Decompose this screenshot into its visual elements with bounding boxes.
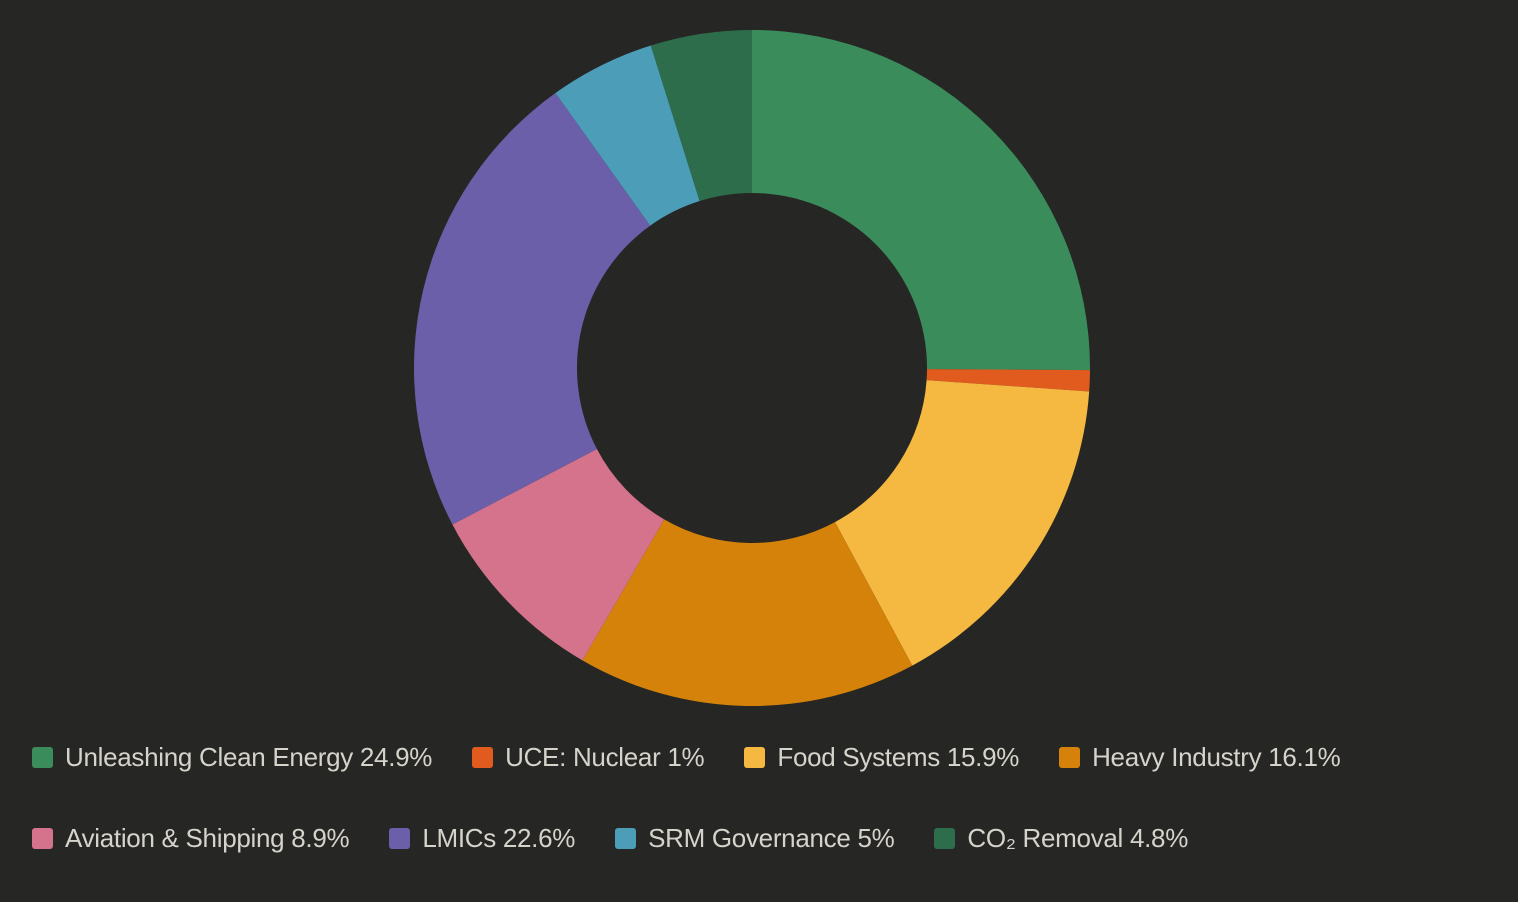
donut-slice-uce-nuclear[interactable] bbox=[926, 369, 1090, 392]
legend-swatch bbox=[32, 827, 53, 849]
legend-swatch bbox=[615, 827, 637, 849]
legend-row: Aviation & Shipping 8.9% LMICs 22.6% SRM… bbox=[32, 821, 1492, 855]
legend-item-nuclear[interactable]: UCE: Nuclear 1% bbox=[472, 741, 705, 773]
legend-swatch bbox=[934, 827, 956, 849]
legend-label: UCE: Nuclear 1% bbox=[505, 741, 705, 772]
legend-item-aviation-shipping[interactable]: Aviation & Shipping 8.9% bbox=[32, 822, 350, 854]
legend-swatch bbox=[389, 827, 411, 849]
legend-label: Heavy Industry 16.1% bbox=[1092, 741, 1341, 772]
donut-slice-lmics[interactable] bbox=[414, 93, 651, 525]
legend-item-heavy-industry[interactable]: Heavy Industry 16.1% bbox=[1059, 741, 1341, 773]
legend-label: Food Systems 15.9% bbox=[777, 741, 1020, 772]
legend-item-co2-removal[interactable]: CO₂ Removal 4.8% bbox=[934, 823, 1188, 854]
legend-item-srm-governance[interactable]: SRM Governance 5% bbox=[615, 822, 895, 854]
legend-swatch bbox=[1059, 746, 1081, 768]
donut-slice-aviation-shipping[interactable] bbox=[452, 449, 665, 661]
legend-label: SRM Governance 5% bbox=[648, 822, 895, 853]
legend-label: CO₂ Removal 4.8% bbox=[967, 822, 1189, 853]
legend-swatch bbox=[32, 746, 53, 768]
donut-slice-srm-governance[interactable] bbox=[555, 45, 700, 226]
legend: Unleashing Clean Energy 24.9% UCE: Nucle… bbox=[32, 740, 1492, 902]
legend-item-clean-energy[interactable]: Unleashing Clean Energy 24.9% bbox=[32, 742, 432, 773]
donut-slice-unleashing-clean-energy[interactable] bbox=[752, 30, 1090, 371]
donut-slice-food-systems[interactable] bbox=[834, 380, 1090, 666]
legend-label: Aviation & Shipping 8.9% bbox=[65, 822, 350, 853]
legend-swatch bbox=[472, 746, 494, 768]
legend-label: Unleashing Clean Energy 24.9% bbox=[65, 741, 433, 772]
legend-item-lmics[interactable]: LMICs 22.6% bbox=[389, 823, 575, 854]
legend-item-food-systems[interactable]: Food Systems 15.9% bbox=[744, 742, 1019, 773]
legend-label: LMICs 22.6% bbox=[422, 822, 576, 853]
donut-slice-heavy-industry[interactable] bbox=[582, 519, 913, 706]
donut-chart bbox=[414, 30, 1090, 706]
legend-swatch bbox=[744, 746, 766, 768]
legend-row: Unleashing Clean Energy 24.9% UCE: Nucle… bbox=[32, 740, 1492, 774]
donut-slice-co-removal[interactable] bbox=[650, 30, 752, 202]
